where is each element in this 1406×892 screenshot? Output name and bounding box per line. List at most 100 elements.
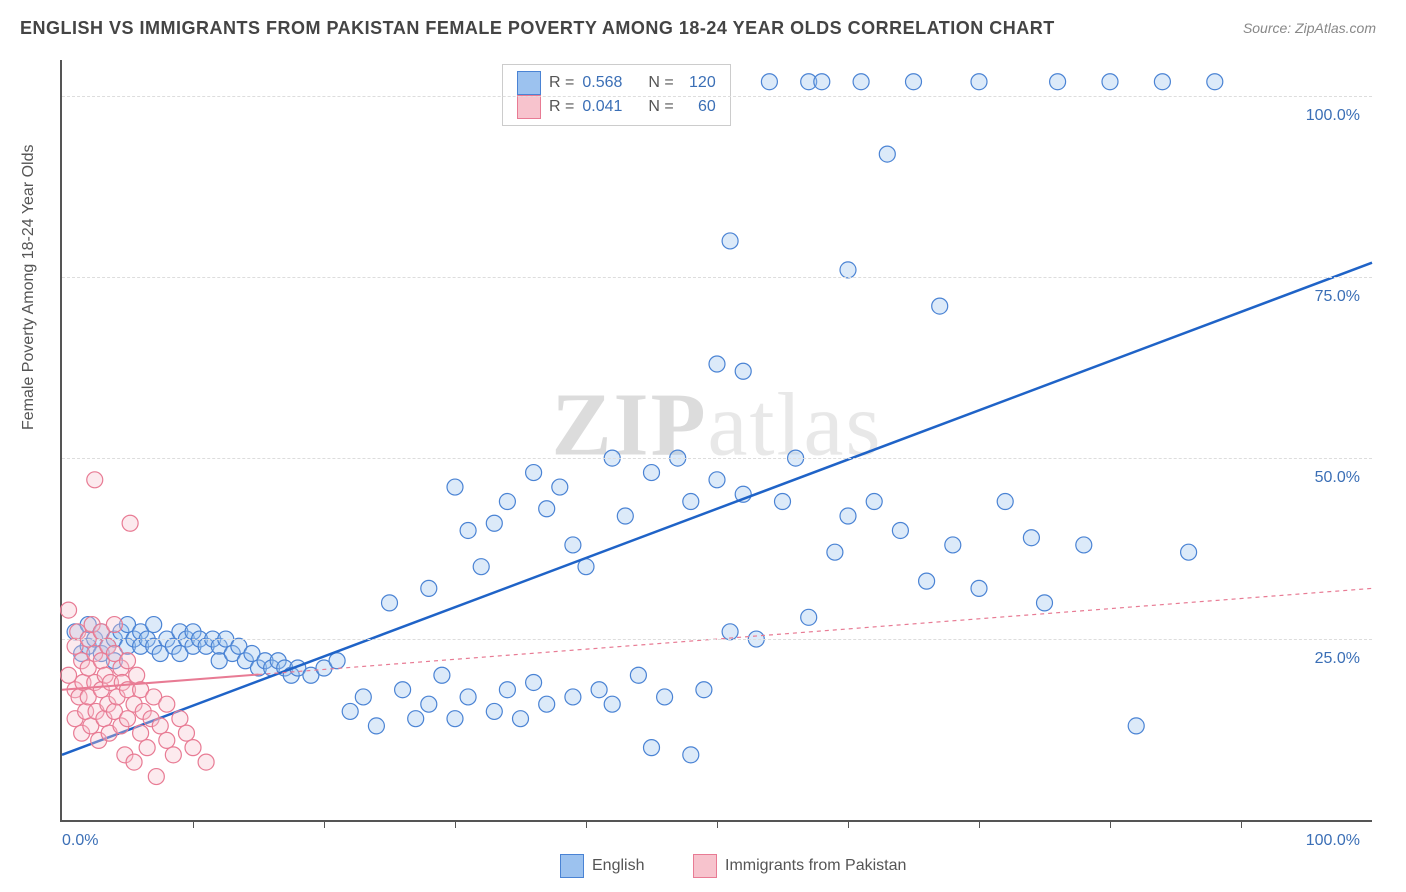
scatter-chart-svg [62,60,1372,820]
data-point [604,696,620,712]
data-point [122,515,138,531]
data-point [87,472,103,488]
legend-swatch [517,95,541,119]
y-tick-label: 100.0% [1306,107,1360,125]
r-label: R = [549,95,574,119]
r-value: 0.568 [582,71,622,95]
data-point [486,515,502,531]
n-value: 60 [682,95,716,119]
data-point [395,682,411,698]
data-point [1128,718,1144,734]
data-point [722,624,738,640]
data-point [840,508,856,524]
data-point [126,754,142,770]
data-point [139,740,155,756]
data-point [408,711,424,727]
data-point [565,689,581,705]
data-point [61,602,77,618]
data-point [198,754,214,770]
data-point [945,537,961,553]
data-point [526,465,542,481]
data-point [460,522,476,538]
data-point [1050,74,1066,90]
x-tick [455,820,456,828]
data-point [683,494,699,510]
data-point [591,682,607,698]
data-point [499,682,515,698]
y-tick-label: 25.0% [1315,650,1360,668]
r-value: 0.041 [582,95,622,119]
data-point [460,689,476,705]
data-point [473,559,489,575]
data-point [644,740,660,756]
data-point [892,522,908,538]
data-point [879,146,895,162]
data-point [814,74,830,90]
data-point [1207,74,1223,90]
r-label: R = [549,71,574,95]
data-point [840,262,856,278]
data-point [1154,74,1170,90]
data-point [919,573,935,589]
correlation-legend: R =0.568N =120R =0.041N = 60 [502,64,731,126]
data-point [165,747,181,763]
legend-swatch [693,854,717,878]
gridline [62,458,1372,459]
data-point [827,544,843,560]
data-point [1076,537,1092,553]
x-tick [324,820,325,828]
data-point [696,682,712,698]
n-value: 120 [682,71,716,95]
data-point [906,74,922,90]
gridline [62,96,1372,97]
data-point [421,696,437,712]
data-point [106,617,122,633]
data-point [853,74,869,90]
data-point [329,653,345,669]
data-point [644,465,660,481]
y-axis-label: Female Poverty Among 18-24 Year Olds [20,145,38,431]
data-point [775,494,791,510]
legend-swatch [560,854,584,878]
data-point [683,747,699,763]
data-point [447,479,463,495]
data-point [342,703,358,719]
data-point [133,725,149,741]
data-point [539,696,555,712]
data-point [499,494,515,510]
n-label: N = [648,71,673,95]
x-tick [848,820,849,828]
data-point [120,711,136,727]
data-point [434,667,450,683]
source-attribution: Source: ZipAtlas.com [1243,20,1376,36]
data-point [447,711,463,727]
gridline [62,277,1372,278]
data-point [722,233,738,249]
data-point [932,298,948,314]
legend-item: Immigrants from Pakistan [693,854,906,878]
data-point [761,74,777,90]
data-point [148,769,164,785]
data-point [152,718,168,734]
data-point [971,580,987,596]
data-point [172,711,188,727]
data-point [120,653,136,669]
trend-line-dashed [259,588,1373,674]
data-point [185,740,201,756]
data-point [1023,530,1039,546]
data-point [159,732,175,748]
data-point [159,696,175,712]
x-tick [586,820,587,828]
x-tick [193,820,194,828]
legend-label: Immigrants from Pakistan [725,857,906,875]
plot-area: ZIPatlas R =0.568N =120R =0.041N = 60 25… [60,60,1372,822]
y-tick-label: 50.0% [1315,469,1360,487]
data-point [421,580,437,596]
data-point [801,609,817,625]
legend-label: English [592,857,644,875]
data-point [513,711,529,727]
data-point [129,667,145,683]
x-tick [1110,820,1111,828]
data-point [617,508,633,524]
data-point [630,667,646,683]
